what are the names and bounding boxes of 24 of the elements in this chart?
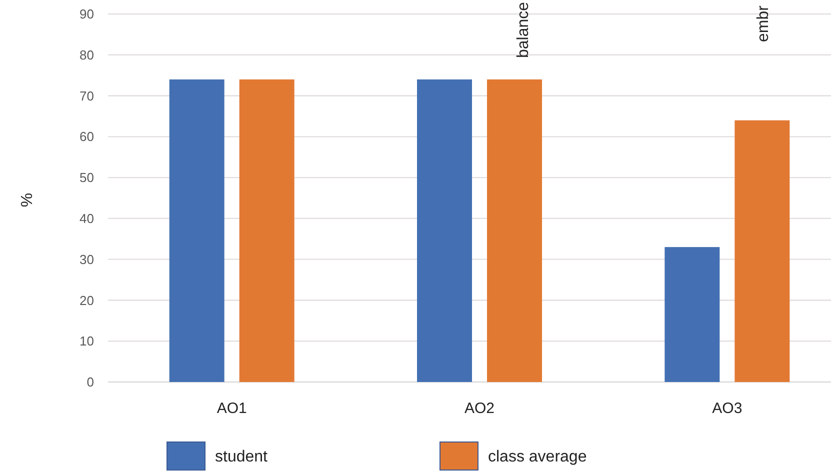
bar bbox=[239, 79, 294, 382]
bar bbox=[169, 79, 224, 382]
bar bbox=[734, 120, 790, 382]
bar bbox=[664, 247, 720, 382]
y-tick-label: 0 bbox=[86, 374, 94, 390]
y-tick-label: 10 bbox=[80, 334, 94, 349]
x-tick-label: AO3 bbox=[712, 400, 742, 417]
y-tick-label: 20 bbox=[80, 292, 94, 308]
bar bbox=[417, 79, 472, 382]
y-tick-label: 60 bbox=[80, 129, 94, 144]
annotation: balance bbox=[515, 2, 532, 58]
annotation: embr bbox=[755, 4, 772, 42]
y-tick-label: 90 bbox=[80, 6, 94, 22]
legend-label: class average bbox=[488, 448, 587, 466]
y-tick-label: 70 bbox=[80, 88, 94, 104]
bar bbox=[487, 79, 542, 382]
legend-label: student bbox=[215, 448, 268, 466]
y-tick-label: 50 bbox=[80, 170, 94, 186]
y-tick-label: 40 bbox=[80, 210, 94, 226]
x-tick-label: AO2 bbox=[464, 400, 495, 417]
y-tick-label: 30 bbox=[80, 252, 94, 267]
x-tick-label: AO1 bbox=[216, 400, 247, 417]
y-axis-title: % bbox=[19, 192, 36, 208]
y-tick-label: 80 bbox=[80, 47, 94, 62]
